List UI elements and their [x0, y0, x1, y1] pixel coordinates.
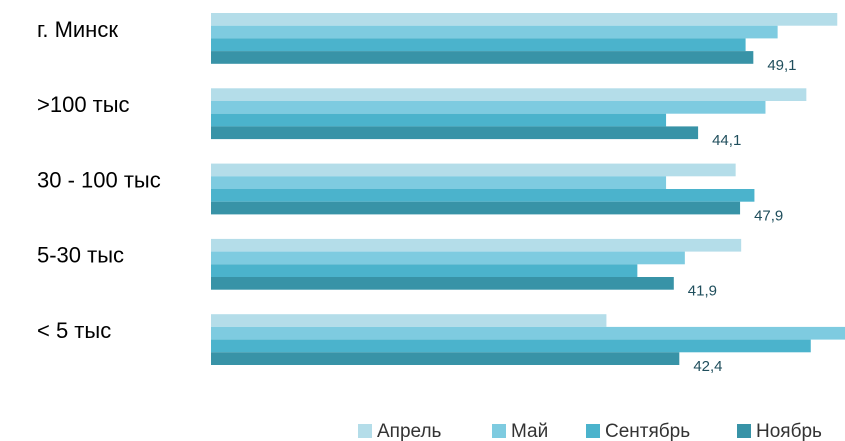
bar [211, 314, 607, 327]
bar [211, 126, 699, 140]
value-label: 47,9 [754, 207, 783, 224]
legend-swatch [358, 424, 372, 438]
bar [211, 326, 845, 340]
bar [211, 88, 807, 101]
legend-swatch [586, 424, 600, 438]
legend-label: Апрель [377, 421, 442, 441]
bar [211, 238, 742, 252]
bar [211, 101, 766, 114]
bar [211, 277, 674, 290]
bar [211, 201, 741, 215]
category-label: 5-30 тыс [37, 243, 124, 268]
bar [211, 251, 685, 265]
value-label: 41,9 [688, 283, 717, 300]
bar [211, 264, 638, 277]
legend-swatch [492, 424, 506, 438]
bar [211, 13, 838, 26]
category-label: 30 - 100 тыс [37, 167, 161, 192]
value-label: 42,4 [693, 358, 722, 375]
bar [211, 163, 736, 177]
bar [211, 189, 755, 202]
bar [211, 25, 778, 39]
bar [211, 176, 667, 189]
legend-label: Ноябрь [756, 421, 822, 441]
category-label: >100 тыс [37, 92, 130, 117]
legend-label: Сентябрь [605, 421, 690, 441]
bar [211, 339, 811, 353]
value-label: 44,1 [712, 132, 741, 149]
bar [211, 51, 754, 64]
category-label: г. Минск [37, 17, 118, 42]
legend-label: Май [511, 421, 548, 441]
value-label: 49,1 [767, 57, 796, 74]
bar [211, 113, 667, 127]
legend-swatch [737, 424, 751, 438]
bar [211, 38, 746, 52]
bar [211, 352, 680, 365]
category-label: < 5 тыс [37, 318, 111, 343]
